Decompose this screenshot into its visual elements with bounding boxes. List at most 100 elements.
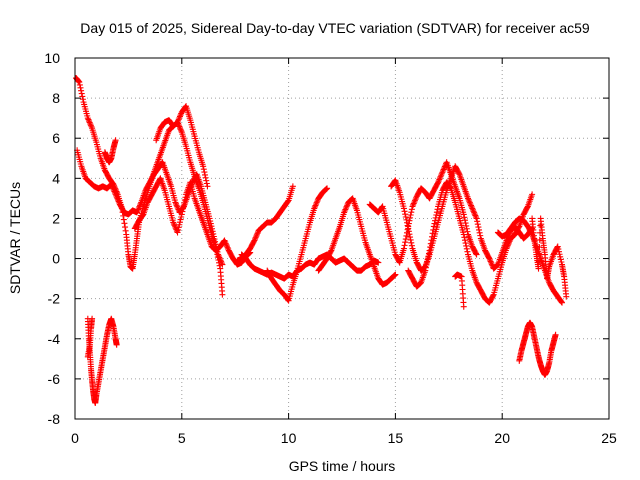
data-point xyxy=(113,341,120,348)
y-axis-label: SDTVAR / TECUs xyxy=(7,182,23,294)
data-point xyxy=(434,206,441,213)
data-point xyxy=(221,237,228,244)
data-point xyxy=(552,331,559,338)
data-point xyxy=(211,236,218,243)
data-point xyxy=(439,169,446,176)
data-point xyxy=(463,245,470,252)
data-point xyxy=(202,174,209,181)
data-point xyxy=(77,84,84,91)
data-point xyxy=(219,291,226,298)
data-point xyxy=(463,225,470,232)
data-point xyxy=(391,272,398,279)
data-point xyxy=(467,201,474,208)
data-point xyxy=(250,238,257,245)
data-point xyxy=(469,206,476,213)
data-point xyxy=(432,214,439,221)
data-point xyxy=(203,180,210,187)
data-point xyxy=(462,240,469,247)
y-axis-ticks: -8 -6 -4 -2 0 2 4 6 8 10 xyxy=(44,50,609,427)
data-point xyxy=(208,223,215,230)
data-point xyxy=(209,228,216,235)
data-point xyxy=(408,239,415,246)
data-point xyxy=(284,198,291,205)
data-point xyxy=(437,173,444,180)
data-point xyxy=(172,223,179,230)
data-point xyxy=(378,204,385,211)
data-point xyxy=(403,219,410,226)
data-point xyxy=(424,256,431,263)
data-point xyxy=(460,303,467,310)
data-point xyxy=(476,229,483,236)
data-point xyxy=(111,189,118,196)
data-point xyxy=(89,315,96,322)
data-point xyxy=(212,241,219,248)
data-point xyxy=(537,222,544,229)
data-point xyxy=(253,233,260,240)
data-point xyxy=(176,124,183,131)
data-point xyxy=(402,211,409,218)
data-point xyxy=(408,206,415,213)
data-point xyxy=(108,182,115,189)
data-point xyxy=(422,267,429,274)
data-point xyxy=(174,119,181,126)
data-point xyxy=(181,199,188,206)
y-tick-label: -8 xyxy=(48,411,61,427)
data-point xyxy=(76,81,83,88)
data-point xyxy=(178,211,185,218)
data-point xyxy=(112,137,119,144)
data-point xyxy=(176,219,183,226)
data-point xyxy=(461,214,468,221)
y-tick-label: 0 xyxy=(52,251,60,267)
data-point xyxy=(176,113,183,120)
data-point xyxy=(200,163,207,170)
data-point xyxy=(224,244,231,251)
data-point xyxy=(504,244,511,251)
data-point xyxy=(463,222,470,229)
data-point xyxy=(554,244,561,251)
data-point xyxy=(473,251,480,258)
data-point xyxy=(176,114,183,121)
data-point xyxy=(411,199,418,206)
data-point xyxy=(341,209,348,216)
data-point xyxy=(87,120,94,127)
data-point xyxy=(487,258,494,265)
data-point xyxy=(558,258,565,265)
data-point xyxy=(342,206,349,213)
data-point xyxy=(314,198,321,205)
data-point xyxy=(86,118,93,125)
data-point xyxy=(436,176,443,183)
data-point xyxy=(407,212,414,219)
data-point xyxy=(218,258,225,265)
data-point xyxy=(175,226,182,233)
data-point xyxy=(556,251,563,258)
data-point xyxy=(463,242,470,249)
data-point xyxy=(408,242,415,249)
data-point xyxy=(115,197,122,204)
data-point xyxy=(535,265,542,272)
data-point xyxy=(175,116,182,123)
data-point xyxy=(423,261,430,268)
data-point xyxy=(435,179,442,186)
data-point xyxy=(555,246,562,253)
data-point xyxy=(466,199,473,206)
data-point xyxy=(79,93,86,100)
data-point xyxy=(474,221,481,228)
data-point xyxy=(427,240,434,247)
data-point xyxy=(426,247,433,254)
data-point xyxy=(253,231,260,238)
data-point xyxy=(465,195,472,202)
data-point xyxy=(180,202,187,209)
data-point xyxy=(217,257,224,264)
data-point xyxy=(486,256,493,263)
data-point xyxy=(84,115,91,122)
data-point xyxy=(486,255,493,262)
data-point xyxy=(252,234,259,241)
data-point xyxy=(433,212,440,219)
data-point xyxy=(471,209,478,216)
data-point xyxy=(122,224,129,231)
data-point xyxy=(324,185,331,192)
data-point xyxy=(402,236,409,243)
data-point xyxy=(108,181,115,188)
data-point xyxy=(177,216,184,223)
data-point xyxy=(557,256,564,263)
